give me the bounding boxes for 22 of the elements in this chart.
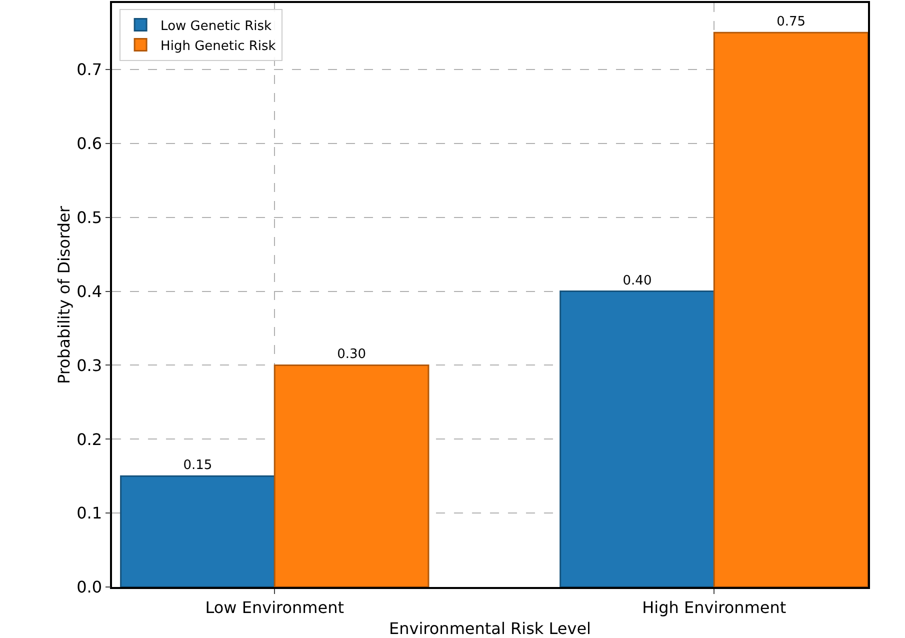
y-tick-label: 0.2	[76, 430, 102, 449]
x-tick-label: Low Environment	[205, 598, 344, 617]
y-tick-label: 0.4	[76, 282, 102, 301]
legend-label: Low Genetic Risk	[160, 18, 272, 34]
y-tick-label: 0.6	[76, 134, 102, 154]
y-axis-title: Probability of Disorder	[54, 206, 74, 384]
bar	[274, 364, 430, 587]
y-tick-label: 0.7	[76, 60, 102, 80]
text: 0.75	[776, 14, 806, 30]
bar	[560, 290, 715, 587]
y-tick-label: 0.0	[76, 578, 102, 597]
text: 0.40	[622, 273, 652, 288]
legend-label: High Genetic Risk	[160, 38, 276, 54]
x-axis-title: Environmental Risk Level	[389, 619, 591, 638]
text: 0.30	[337, 347, 366, 362]
x-tick-label: High Environment	[642, 598, 786, 617]
y-tick-label: 0.1	[76, 504, 102, 523]
bar	[713, 32, 868, 587]
text: 0.15	[183, 458, 212, 474]
bar	[120, 475, 276, 587]
y-tick-label: 0.3	[76, 356, 102, 375]
y-tick-label: 0.5	[76, 208, 102, 227]
